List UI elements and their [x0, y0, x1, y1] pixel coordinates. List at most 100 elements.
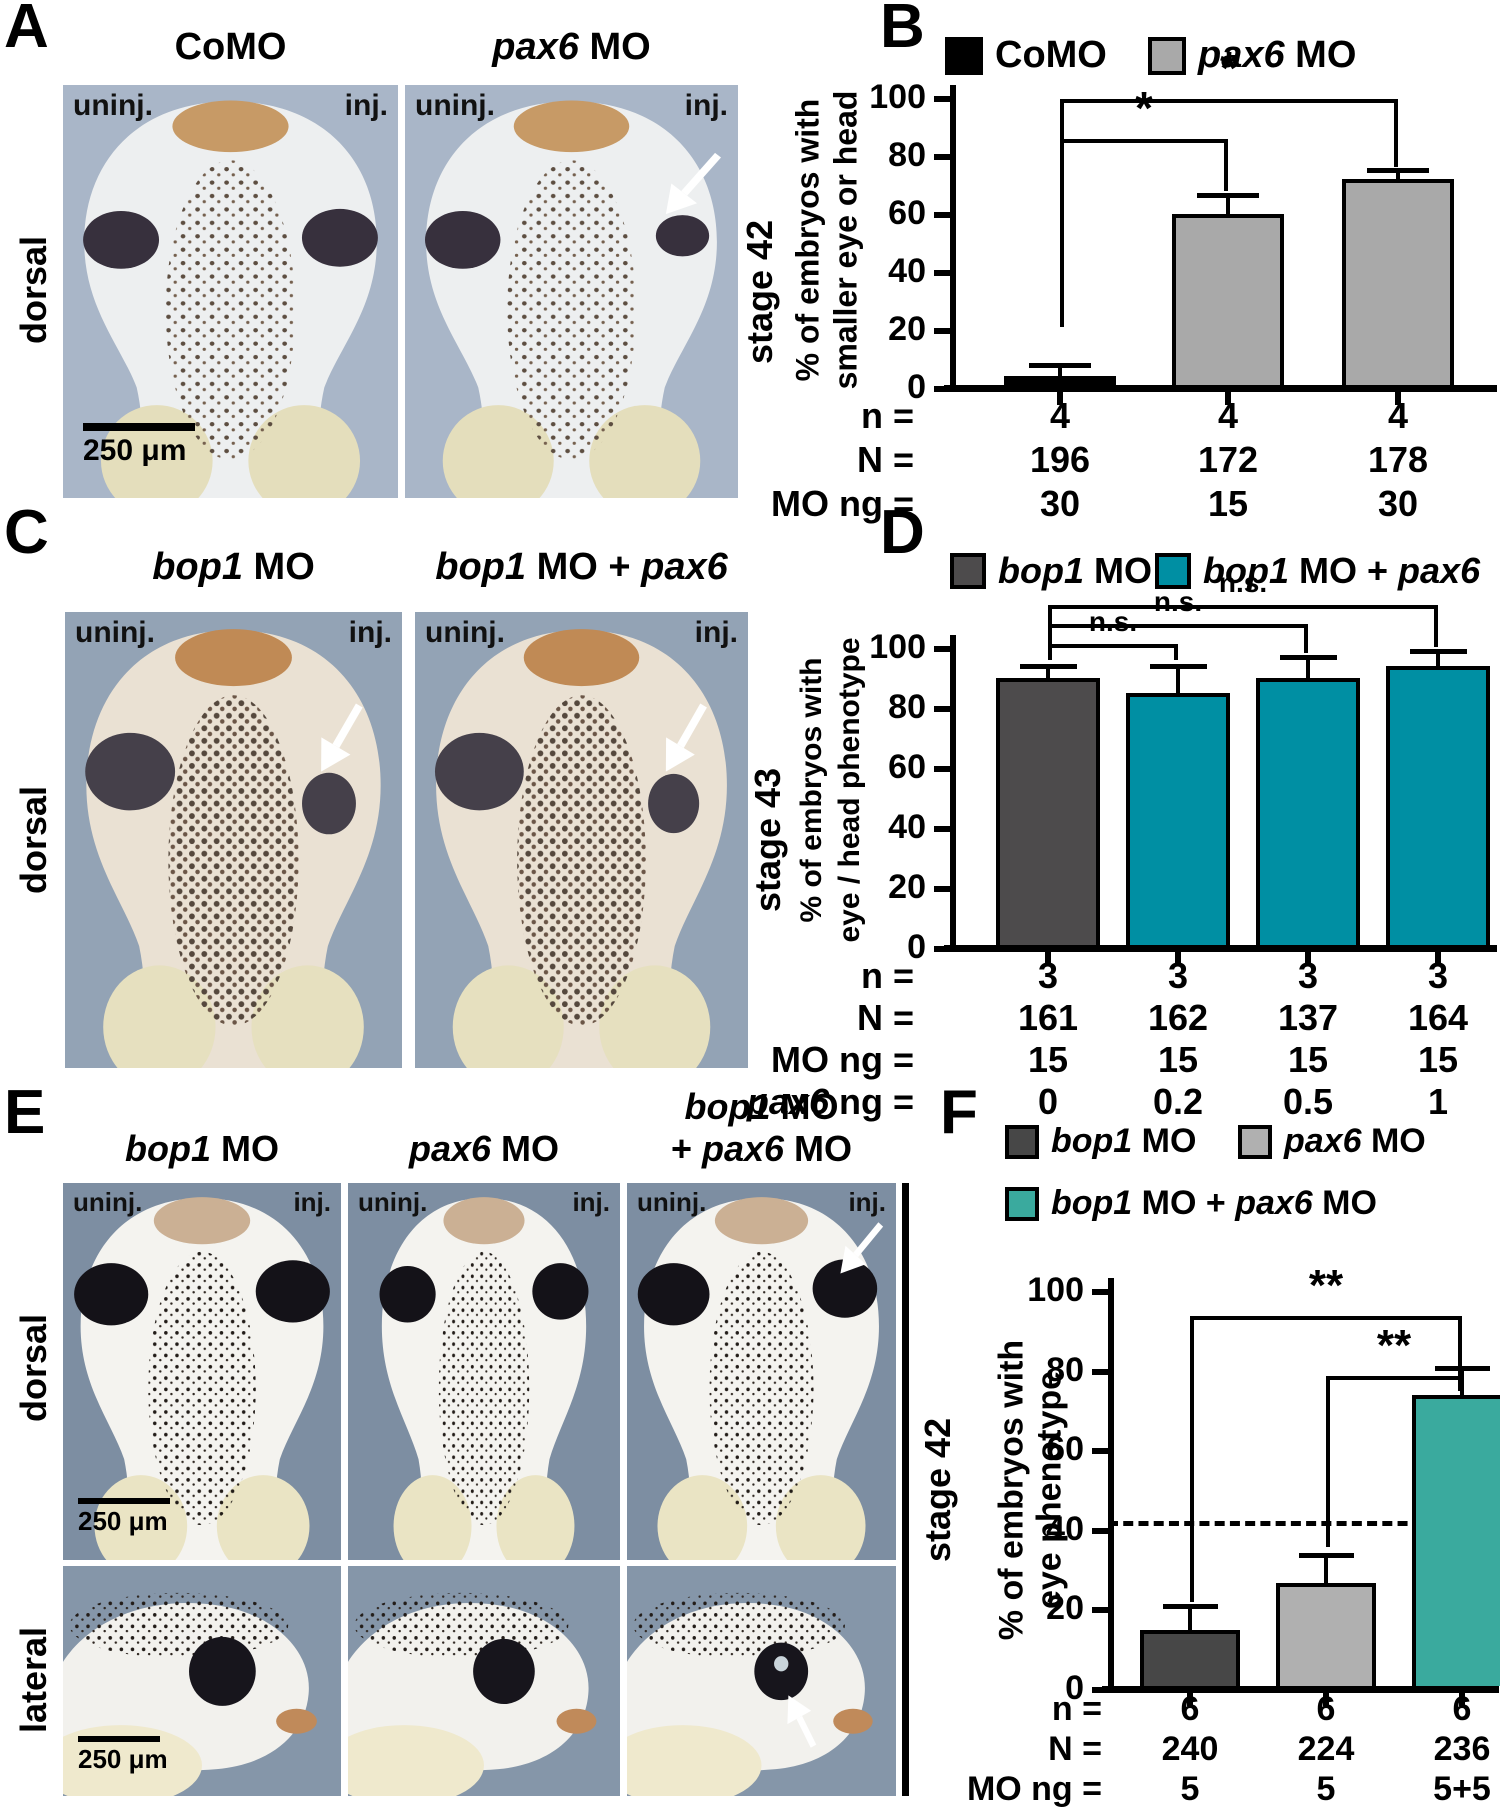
sig-label: n.s. [1218, 566, 1268, 598]
footer-row-value: 0.2 [1152, 1081, 1204, 1122]
scale-bar: 250 μm [83, 423, 195, 467]
sig-bracket [1048, 624, 1308, 628]
x-tick [1057, 392, 1063, 405]
sig-bracket-leg [1304, 624, 1308, 653]
panel-e-dorsal-photo-bop1mo: uninj. inj. 250 μm [63, 1183, 341, 1560]
footer-row-value: 1 [1427, 1081, 1449, 1122]
legend-swatch-bop1mo [950, 553, 986, 589]
inj-label: inj. [348, 616, 392, 649]
legend-item-f-pax6mo: pax6 MO [1238, 1122, 1426, 1161]
y-tick-label: 40 [888, 252, 926, 290]
panel-e-col2-title: pax6 MO [408, 1128, 560, 1169]
x-axis-line [944, 385, 1497, 392]
footer-row-value: 30 [1377, 483, 1419, 524]
embryo-lateral-illustration [348, 1566, 620, 1796]
sig-bracket-leg [1190, 1315, 1194, 1603]
chart-b: 0 20 40 60 80 100 * * n = 4 4 4 N = 196 172 178 MO ng = 3… [700, 0, 1500, 540]
inj-label: inj. [848, 1187, 886, 1217]
error-whisker [1436, 651, 1440, 666]
legend-swatch-pax6mo [1148, 36, 1186, 75]
reference-dashed-line [1108, 1520, 1499, 1526]
panel-a-letter: A [4, 0, 49, 61]
x-axis-line [1102, 1686, 1499, 1693]
sig-bracket [1048, 604, 1438, 609]
bar-2 [1256, 678, 1360, 945]
panel-d-letter: D [880, 498, 925, 567]
panel-e-lateral-photo-bop1mo: 250 μm [63, 1566, 341, 1796]
embryo-lateral-illustration [63, 1566, 341, 1796]
footer-row-label: N = [856, 997, 914, 1038]
uninj-label: uninj. [73, 89, 153, 122]
y-tick [1092, 1527, 1108, 1534]
error-cap [1029, 362, 1091, 368]
error-cap [1149, 664, 1207, 669]
chart-f: 0 20 40 60 80 100 ** ** n = 6 6 6 N = 240 224 236 MO ng … [950, 1092, 1500, 1808]
y-tick-label: 100 [1027, 1271, 1084, 1309]
error-whisker [1046, 666, 1050, 678]
y-tick [934, 826, 950, 832]
panel-e-col1-title: bop1 MO [125, 1128, 279, 1169]
error-cap [1367, 168, 1429, 174]
footer-row-value: 4 [1049, 395, 1071, 436]
y-tick [934, 946, 950, 952]
error-cap [1019, 664, 1077, 669]
bar-2 [1342, 179, 1454, 385]
error-whisker [1460, 1367, 1464, 1396]
scale-bar: 250 μm [78, 1736, 168, 1774]
sig-bracket-leg [1458, 1375, 1462, 1392]
bar-1 [1276, 1582, 1376, 1686]
x-tick [1045, 952, 1051, 965]
sig-bracket-leg [1458, 1315, 1462, 1384]
scale-bar: 250 μm [78, 1498, 170, 1536]
sig-bracket-leg [1060, 99, 1064, 327]
footer-row-label: n = [1051, 1690, 1102, 1728]
scalebar-label: 250 μm [78, 1744, 168, 1774]
sig-bracket-leg [1394, 99, 1398, 168]
error-whisker [1058, 364, 1062, 377]
sig-bracket-leg [1048, 604, 1052, 660]
y-tick-label: 60 [888, 194, 926, 232]
embryo-lateral-illustration [627, 1566, 896, 1796]
footer-row-value: 15 [1207, 483, 1249, 524]
footer-row-value: 30 [1039, 483, 1081, 524]
y-tick [934, 706, 950, 712]
y-tick-label: 40 [1046, 1509, 1084, 1548]
footer-row-value: 3 [1427, 955, 1449, 996]
y-tick-label: 0 [907, 928, 926, 966]
panel-e-separator-line [902, 1183, 909, 1796]
uninj-label: uninj. [75, 616, 155, 649]
embryo-dorsal-illustration [405, 85, 738, 498]
inj-label: inj. [344, 89, 388, 122]
x-tick [1187, 1693, 1193, 1706]
legend-swatch-f-bop1mo-pax6mo [1005, 1186, 1039, 1221]
sig-bracket [1190, 1315, 1462, 1320]
legend-item-f-bop1mo: bop1 MO [1005, 1122, 1196, 1161]
uninj-label: uninj. [73, 1187, 143, 1217]
footer-row-label: MO ng = [771, 483, 914, 524]
panel-a-photo-como: uninj. inj. 250 μm [63, 85, 398, 498]
footer-row-label: n = [860, 395, 914, 436]
legend-swatch-bop1mo-pax6 [1155, 553, 1191, 589]
legend-label-como: CoMO [995, 34, 1107, 76]
y-tick-label: 100 [869, 78, 926, 116]
footer-row-value: 6 [1452, 1690, 1472, 1728]
panel-c-view-label: dorsal [13, 785, 54, 895]
sig-bracket [1060, 138, 1228, 143]
y-axis-line [950, 635, 956, 951]
footer-row-value: 5 [1316, 1770, 1336, 1808]
footer-row-value: 178 [1367, 439, 1429, 480]
panel-c-letter: C [4, 498, 49, 567]
error-whisker [1226, 195, 1230, 214]
panel-a-view-label: dorsal [13, 235, 54, 345]
uninj-label: uninj. [415, 89, 495, 122]
panel-e-lateral-photo-pax6mo [348, 1566, 620, 1796]
panel-e-lateral-photo-bop1mo-pax6mo [627, 1566, 896, 1796]
y-tick [934, 886, 950, 892]
panel-e-dorsal-photo-pax6mo: uninj. inj. [348, 1183, 620, 1560]
y-tick [934, 328, 950, 334]
footer-row-value: 6 [1316, 1690, 1336, 1728]
x-tick [1225, 392, 1231, 405]
footer-row-value: 15 [1027, 1039, 1069, 1080]
legend-item-f-bop1mo-pax6mo: bop1 MO + pax6 MO [1005, 1184, 1377, 1223]
